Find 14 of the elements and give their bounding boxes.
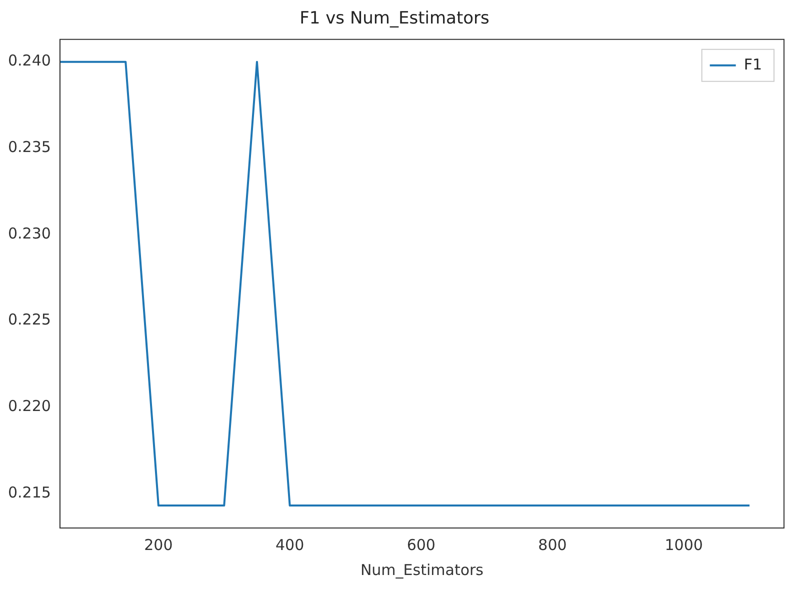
x-tick-label: 800 <box>538 536 567 554</box>
x-axis-title: Num_Estimators <box>360 560 484 579</box>
y-tick-label: 0.225 <box>8 310 51 329</box>
y-tick-label: 0.220 <box>8 397 51 416</box>
x-tick-label: 600 <box>406 536 436 554</box>
chart-title: F1 vs Num_Estimators <box>300 8 490 29</box>
x-tick-label: 200 <box>144 536 173 554</box>
legend-label: F1 <box>744 55 762 74</box>
y-tick-label: 0.230 <box>8 224 51 242</box>
x-tick-label: 400 <box>275 536 304 554</box>
y-tick-label: 0.240 <box>8 52 51 70</box>
x-tick-label: 1000 <box>664 536 703 554</box>
y-tick-label: 0.215 <box>8 483 51 502</box>
y-tick-label: 0.235 <box>8 138 51 156</box>
